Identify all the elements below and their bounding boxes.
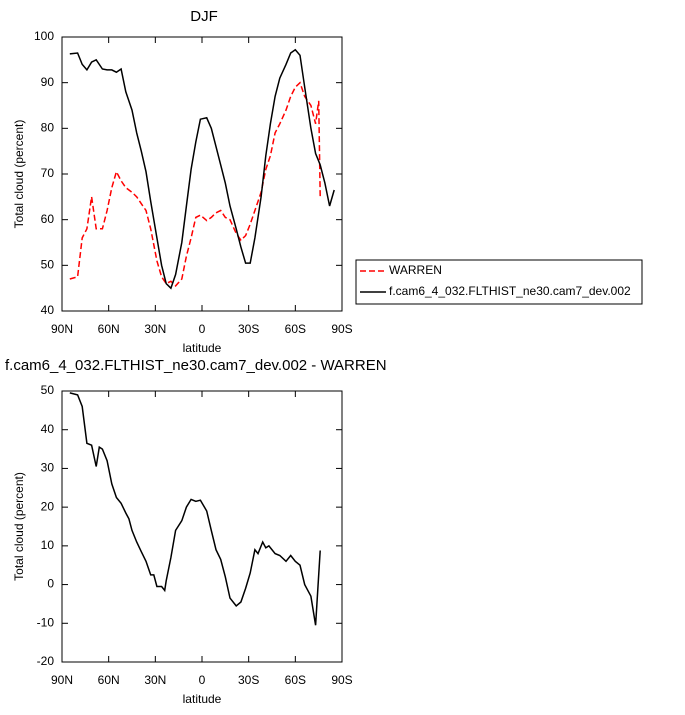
data-line — [69, 48, 335, 290]
y-tick-label: 10 — [41, 538, 55, 552]
y-tick-label: -20 — [37, 654, 55, 668]
y-tick-label: 40 — [41, 422, 55, 436]
x-tick-label: 30S — [238, 322, 259, 336]
y-tick-label: 0 — [47, 577, 54, 591]
x-tick-label: 0 — [199, 322, 206, 336]
y-tick-label: 20 — [41, 499, 55, 513]
data-line — [69, 392, 321, 626]
x-tick-label: 90N — [51, 322, 73, 336]
x-axis-label: latitude — [183, 341, 222, 355]
y-tick-label: 40 — [41, 303, 55, 317]
data-line — [69, 81, 321, 287]
legend-label: f.cam6_4_032.FLTHIST_ne30.cam7_dev.002 — [389, 284, 631, 298]
x-tick-label: 0 — [199, 673, 206, 687]
chart-title: f.cam6_4_032.FLTHIST_ne30.cam7_dev.002 -… — [5, 357, 387, 374]
plot-frame — [61, 36, 343, 312]
x-tick-label: 30N — [144, 322, 166, 336]
y-tick-label: 30 — [41, 461, 55, 475]
y-axis-label: Total cloud (percent) — [12, 472, 26, 581]
y-tick-label: 60 — [41, 212, 55, 226]
x-tick-label: 60N — [98, 673, 120, 687]
legend-box — [355, 259, 643, 305]
y-tick-label: 80 — [41, 121, 55, 135]
x-tick-label: 30S — [238, 673, 259, 687]
y-axis-label: Total cloud (percent) — [12, 120, 26, 229]
x-tick-label: 60S — [285, 673, 306, 687]
x-tick-label: 60N — [98, 322, 120, 336]
y-tick-label: 90 — [41, 75, 55, 89]
y-tick-label: 50 — [41, 383, 55, 397]
x-tick-label: 60S — [285, 322, 306, 336]
y-tick-label: 70 — [41, 166, 55, 180]
x-tick-label: 90S — [331, 673, 352, 687]
x-tick-label: 30N — [144, 673, 166, 687]
y-tick-label: 100 — [34, 29, 54, 43]
x-tick-label: 90N — [51, 673, 73, 687]
legend-label: WARREN — [389, 263, 442, 277]
x-axis-label: latitude — [183, 692, 222, 706]
plot-frame — [61, 390, 343, 663]
x-tick-label: 90S — [331, 322, 352, 336]
y-tick-label: -10 — [37, 615, 55, 629]
y-tick-label: 50 — [41, 258, 55, 272]
chart-title: DJF — [190, 8, 218, 25]
